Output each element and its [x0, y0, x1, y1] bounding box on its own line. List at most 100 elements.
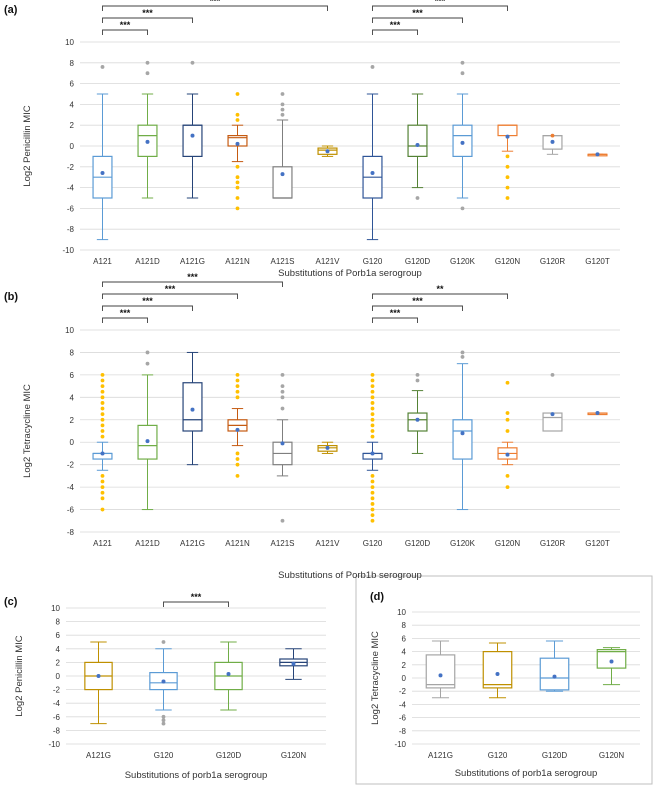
outlier-point [235, 118, 240, 122]
outlier-point [370, 395, 375, 400]
outlier-point [235, 206, 240, 211]
x-tick-label: G120D [542, 751, 568, 760]
box-G120D [407, 93, 428, 200]
box-G120T [587, 411, 608, 416]
significance-bracket: *** [102, 284, 238, 299]
outlier-point [235, 185, 240, 190]
x-tick-label: G120 [363, 539, 383, 548]
significance-bracket: *** [372, 8, 463, 23]
x-tick-label: G120 [363, 257, 383, 266]
box-A121D [137, 60, 158, 199]
significance-label: *** [165, 284, 176, 294]
box-A121V [317, 145, 338, 157]
y-axis-label: Log2 Tetracycline MIC [370, 631, 381, 725]
x-tick-label: G120N [281, 751, 307, 760]
outlier-point [460, 71, 465, 76]
significance-bracket: *** [102, 0, 328, 11]
outlier-point [370, 389, 375, 394]
outlier-point [100, 479, 105, 484]
box-iqr [452, 124, 473, 157]
mean-marker [325, 445, 330, 450]
significance-bracket: *** [372, 0, 508, 11]
significance-label: *** [390, 308, 401, 318]
y-tick-label: 10 [51, 604, 60, 613]
mean-marker [96, 674, 101, 678]
outlier-point [100, 395, 105, 400]
outlier-point [550, 372, 555, 377]
significance-label: *** [120, 308, 131, 318]
y-tick-label: -2 [399, 687, 407, 696]
outlier-point [460, 60, 465, 65]
outlier-point [280, 102, 285, 107]
x-tick-label: G120D [405, 539, 431, 548]
x-tick-label: A121D [135, 539, 160, 548]
outlier-point [505, 473, 510, 478]
x-tick-label: A121G [86, 751, 111, 760]
outlier-point [145, 361, 150, 366]
box-iqr [497, 124, 518, 137]
box-iqr [227, 135, 248, 147]
x-tick-label: A121D [135, 257, 160, 266]
box-iqr [407, 124, 428, 157]
y-tick-label: 4 [70, 100, 75, 109]
outlier-point [100, 65, 105, 69]
outlier-point [415, 196, 420, 200]
x-tick-label: G120D [216, 751, 242, 760]
mean-marker [325, 149, 330, 154]
mean-marker [100, 171, 105, 176]
box-A121S [272, 372, 293, 523]
outlier-point [235, 473, 240, 478]
outlier-point [370, 518, 375, 523]
bracket-line [372, 305, 463, 311]
panel-d-label: (d) [370, 591, 384, 603]
outlier-point [280, 92, 285, 96]
mean-marker [595, 411, 600, 416]
mean-marker [145, 139, 150, 144]
mean-marker [595, 152, 600, 157]
x-tick-label: A121S [270, 257, 294, 266]
mean-marker [438, 673, 443, 678]
mean-marker [280, 172, 285, 177]
x-axis-label: Substitutions of porb1a serogroup [125, 770, 268, 781]
outlier-point [370, 372, 375, 377]
y-tick-label: -10 [48, 740, 60, 749]
mean-marker [415, 417, 420, 422]
box-G120D [214, 641, 243, 711]
bracket-line [372, 17, 463, 23]
x-tick-label: G120T [585, 257, 610, 266]
outlier-point [280, 406, 285, 411]
significance-bracket: *** [372, 308, 418, 323]
y-axis-label: Log2 Penicillin MIC [14, 635, 25, 716]
mean-marker [370, 171, 375, 176]
outlier-point [370, 406, 375, 411]
y-tick-label: 0 [402, 674, 407, 683]
significance-bracket: *** [372, 20, 418, 35]
x-tick-label: G120N [495, 539, 521, 548]
y-tick-label: 2 [70, 121, 75, 130]
x-tick-label: G120D [405, 257, 431, 266]
y-tick-label: -6 [53, 713, 61, 722]
x-tick-label: A121 [93, 257, 112, 266]
outlier-point [100, 372, 105, 377]
y-tick-label: 6 [56, 631, 61, 640]
y-tick-label: 4 [70, 393, 75, 402]
bracket-line [372, 293, 508, 299]
bracket-line [163, 601, 229, 607]
y-axis-label: Log2 Penicillin MIC [22, 105, 33, 186]
panel-d-chart: -10 -8 -6 -4 -2 0 2 4 6 8 10 Log2 Tetracycline MIC S… [370, 608, 640, 779]
y-tick-label: -2 [53, 686, 61, 695]
outlier-point [100, 412, 105, 417]
box-G120R [542, 133, 563, 155]
outlier-point [505, 154, 510, 159]
x-tick-label: A121G [428, 751, 453, 760]
outlier-point [235, 180, 240, 185]
box-G120N [596, 647, 627, 686]
box-G120K [452, 350, 473, 511]
mean-marker [145, 439, 150, 444]
outlier-point [161, 640, 166, 644]
significance-label: *** [435, 0, 446, 6]
outlier-point [505, 175, 510, 180]
box-A121N [227, 92, 248, 211]
box-iqr [182, 124, 203, 157]
